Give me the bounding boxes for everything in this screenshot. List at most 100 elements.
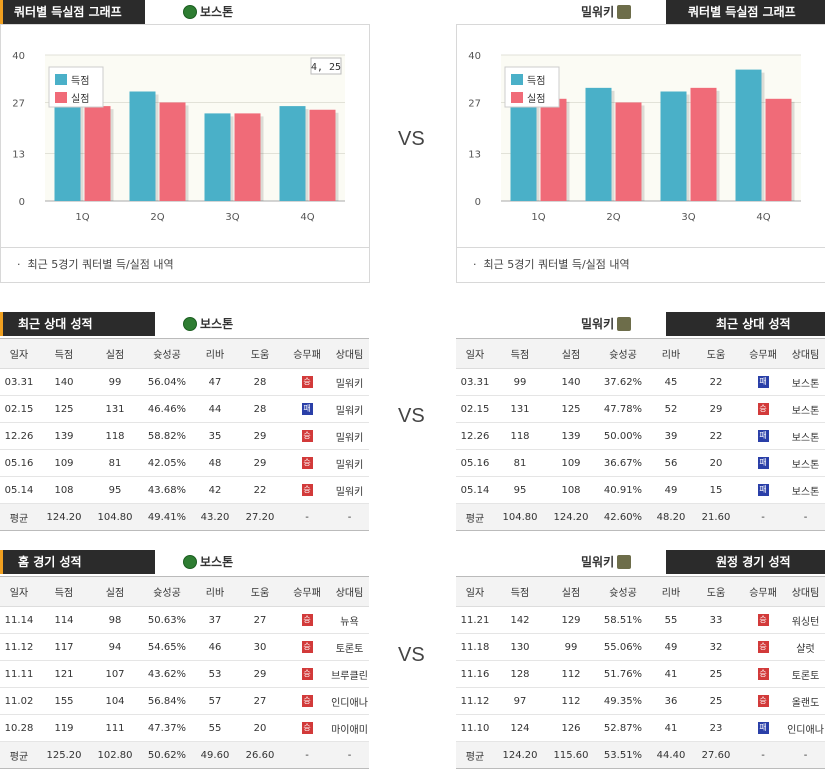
allowed-bar[interactable]	[765, 98, 792, 201]
stat-cell: 114	[38, 606, 90, 634]
stat-cell: 111	[90, 714, 140, 742]
stat-cell: 112	[546, 687, 596, 715]
x-tick-label: 2Q	[150, 212, 164, 223]
column-header: 득점	[494, 338, 546, 369]
left-team-name: 보스톤	[200, 317, 234, 331]
left-quarter-header: 쿼터별 득실점 그래프 보스톤	[0, 0, 369, 24]
right-quarter-title: 쿼터별 득실점 그래프	[666, 0, 825, 24]
stat-cell: 57	[194, 687, 236, 715]
score-bar[interactable]	[660, 91, 687, 202]
opponent-cell: 뉴욕	[330, 606, 369, 634]
score-bar[interactable]	[585, 87, 612, 201]
stat-cell: 11.10	[456, 714, 494, 742]
stat-cell: 05.14	[0, 476, 38, 504]
loss-badge: 패	[757, 376, 769, 388]
allowed-bar[interactable]	[690, 87, 717, 201]
allowed-bar[interactable]	[309, 109, 336, 201]
stat-cell: 129	[546, 606, 596, 634]
right-team-name: 밀워키	[581, 5, 615, 19]
x-tick-label: 4Q	[300, 212, 314, 223]
win-badge: 승	[301, 484, 313, 496]
result-cell: 승	[740, 606, 786, 634]
stat-cell: 99	[90, 368, 140, 396]
table-header-row: 일자 득점 실점 슛성공 리바 도움 승무패 상대팀	[456, 338, 825, 369]
left-team-label: 보스톤	[180, 0, 233, 24]
average-cell: -	[284, 741, 330, 769]
right-chart-box: 0 13 27 40 1Q 2Q 3Q 4Q 득점 실점 · 최근 5경기 쿼터별 득/실점 내역	[456, 24, 825, 283]
average-cell: 115.60	[546, 741, 596, 769]
average-row: 평균 125.20 102.80 50.62% 49.60 26.60- -	[0, 741, 369, 769]
result-cell: 패	[740, 714, 786, 742]
stat-cell: 109	[546, 449, 596, 477]
stat-cell: 53	[194, 660, 236, 688]
opponent-cell: 밀워키	[330, 476, 369, 504]
stat-cell: 108	[546, 476, 596, 504]
opponent-cell: 인디애나	[786, 714, 825, 742]
column-header: 리바	[650, 338, 692, 369]
score-bar[interactable]	[204, 113, 231, 201]
stat-cell: 98	[90, 606, 140, 634]
allowed-bar[interactable]	[84, 106, 111, 201]
left-recent-header: 최근 상대 성적 보스톤	[0, 312, 369, 336]
average-cell: 124.20	[546, 503, 596, 531]
stat-cell: 55	[650, 606, 692, 634]
table-row: 11.12 117 94 54.65% 46 30 승 토론토	[0, 633, 369, 661]
result-cell: 승	[740, 395, 786, 423]
opponent-cell: 토론토	[786, 660, 825, 688]
allowed-bar[interactable]	[540, 98, 567, 201]
stat-cell: 25	[692, 687, 740, 715]
x-tick-label: 2Q	[606, 212, 620, 223]
stat-cell: 29	[692, 395, 740, 423]
allowed-bar[interactable]	[615, 102, 642, 201]
right-recent-table: 일자 득점 실점 슛성공 리바 도움 승무패 상대팀 03.31 99 140 37.62% 45 22 패…	[456, 338, 825, 531]
stat-cell: 46	[194, 633, 236, 661]
stat-cell: 28	[236, 368, 284, 396]
vs-label-1: VS	[398, 128, 425, 150]
win-badge: 승	[757, 403, 769, 415]
header-accent	[0, 550, 3, 574]
stat-cell: 29	[236, 660, 284, 688]
header-accent	[0, 312, 3, 336]
stat-cell: 36.67%	[596, 449, 650, 477]
table-row: 03.31 99 140 37.62% 45 22 패 보스톤	[456, 368, 825, 396]
stat-cell: 32	[692, 633, 740, 661]
win-badge: 승	[301, 641, 313, 653]
column-header: 득점	[494, 576, 546, 607]
table-row: 11.10 124 126 52.87% 41 23 패 인디애나	[456, 714, 825, 742]
stat-cell: 56	[650, 449, 692, 477]
column-header: 승무패	[740, 338, 786, 369]
table-row: 03.31 140 99 56.04% 47 28 승 밀워키	[0, 368, 369, 396]
score-bar[interactable]	[279, 106, 306, 201]
chart-tooltip	[310, 57, 342, 75]
stat-cell: 104	[90, 687, 140, 715]
allowed-bar[interactable]	[159, 102, 186, 201]
table-row: 05.14 108 95 43.68% 42 22 승 밀워키	[0, 476, 369, 504]
table-row: 11.18 130 99 55.06% 49 32 승 샬럿	[456, 633, 825, 661]
left-venue-title: 홈 경기 성적	[0, 550, 155, 574]
stat-cell: 139	[38, 422, 90, 450]
opponent-cell: 보스톤	[786, 395, 825, 423]
left-team-name: 보스톤	[200, 5, 234, 19]
right-venue-header: 밀워키 원정 경기 성적	[456, 550, 825, 574]
right-team-label: 밀워키	[581, 0, 634, 24]
x-tick-label: 1Q	[75, 212, 89, 223]
score-bar[interactable]	[129, 91, 156, 202]
opponent-cell: 토론토	[330, 633, 369, 661]
score-bar[interactable]	[54, 95, 81, 201]
y-tick-label: 13	[468, 150, 481, 161]
stat-cell: 140	[546, 368, 596, 396]
score-bar[interactable]	[735, 69, 762, 201]
allowed-bar[interactable]	[234, 113, 261, 201]
average-cell: -	[740, 741, 786, 769]
stat-cell: 22	[236, 476, 284, 504]
average-cell: 26.60	[236, 741, 284, 769]
average-cell: 50.62%	[140, 741, 194, 769]
stat-cell: 11.18	[456, 633, 494, 661]
stat-cell: 47.78%	[596, 395, 650, 423]
column-header: 슛성공	[596, 338, 650, 369]
celtics-logo-icon	[183, 555, 197, 569]
y-tick-label: 0	[19, 197, 25, 208]
stat-cell: 27	[236, 687, 284, 715]
win-badge: 승	[757, 668, 769, 680]
column-header: 득점	[38, 338, 90, 369]
